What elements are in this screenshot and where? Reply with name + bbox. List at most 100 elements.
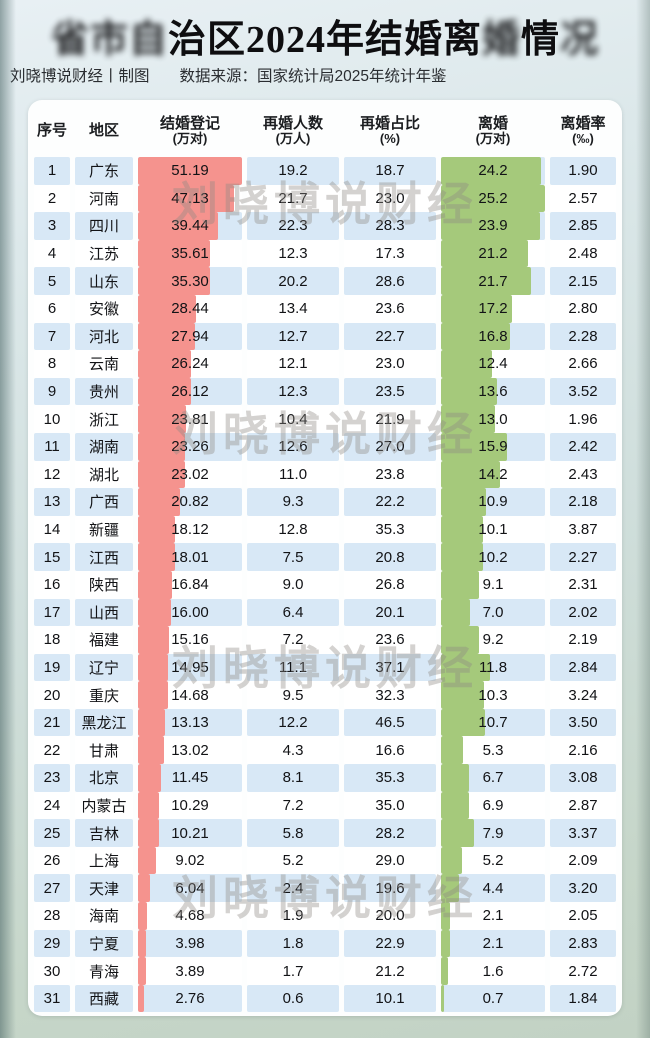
divorce-rate: 2.85 — [550, 212, 616, 240]
table-row: 22 甘肃 13.02 4.3 16.6 5.3 2.16 — [34, 736, 616, 765]
divorce: 13.0 — [441, 405, 545, 433]
divorce-rate: 2.72 — [550, 957, 616, 985]
divorce: 24.2 — [441, 157, 545, 185]
region-name: 安徽 — [75, 294, 133, 323]
table-row: 29 宁夏 3.98 1.8 22.9 2.1 2.83 — [34, 929, 616, 958]
marriage: 3.98 — [138, 929, 242, 958]
region-name: 吉林 — [75, 819, 133, 847]
region-name: 江苏 — [75, 239, 133, 268]
remarriage-count: 9.0 — [247, 570, 339, 599]
divorce: 11.8 — [441, 653, 545, 682]
remarriage-count: 12.8 — [247, 515, 339, 544]
marriage: 35.30 — [138, 267, 242, 295]
row-index: 11 — [34, 432, 70, 461]
divorce-rate: 2.83 — [550, 929, 616, 958]
row-index: 18 — [34, 626, 70, 654]
marriage: 14.68 — [138, 681, 242, 709]
divorce-rate: 3.50 — [550, 708, 616, 737]
marriage-value: 3.89 — [175, 962, 205, 980]
marriage-value: 18.12 — [171, 521, 209, 539]
divorce: 25.2 — [441, 184, 545, 213]
divorce: 9.1 — [441, 570, 545, 599]
table-row: 30 青海 3.89 1.7 21.2 1.6 2.72 — [34, 957, 616, 985]
region-name: 山西 — [75, 598, 133, 627]
divorce-value: 14.2 — [478, 465, 508, 483]
divorce-rate: 2.27 — [550, 543, 616, 571]
divorce-value: 6.7 — [482, 769, 504, 787]
remarriage-count: 1.8 — [247, 929, 339, 958]
remarriage-percent: 28.2 — [344, 819, 436, 847]
remarriage-percent: 18.7 — [344, 157, 436, 185]
marriage: 6.04 — [138, 874, 242, 903]
remarriage-percent: 20.1 — [344, 598, 436, 627]
divorce-rate: 2.05 — [550, 902, 616, 930]
remarriage-count: 1.9 — [247, 902, 339, 930]
divorce-value: 21.2 — [478, 245, 508, 263]
region-name: 广西 — [75, 488, 133, 516]
row-index: 20 — [34, 681, 70, 709]
column-header-1: 地区 — [88, 122, 119, 140]
divorce: 21.7 — [441, 267, 545, 295]
remarriage-count: 11.0 — [247, 460, 339, 489]
region-name: 海南 — [75, 902, 133, 930]
marriage: 39.44 — [138, 212, 242, 240]
remarriage-percent: 22.2 — [344, 488, 436, 516]
remarriage-percent: 23.6 — [344, 294, 436, 323]
remarriage-percent: 35.3 — [344, 764, 436, 792]
table-row: 28 海南 4.68 1.9 20.0 2.1 2.05 — [34, 902, 616, 930]
divorce-rate: 2.15 — [550, 267, 616, 295]
remarriage-count: 19.2 — [247, 157, 339, 185]
marriage: 47.13 — [138, 184, 242, 213]
remarriage-percent: 20.8 — [344, 543, 436, 571]
table-row: 14 新疆 18.12 12.8 35.3 10.1 3.87 — [34, 515, 616, 544]
divorce-value: 12.4 — [478, 355, 508, 373]
region-name: 贵州 — [75, 377, 133, 406]
marriage-value: 51.19 — [171, 162, 209, 180]
row-index: 2 — [34, 184, 70, 213]
remarriage-count: 12.1 — [247, 350, 339, 378]
remarriage-count: 12.6 — [247, 432, 339, 461]
region-name: 北京 — [75, 764, 133, 792]
data-table-card: 序号 地区 结婚登记 (万对) 再婚人数 (万人) 再婚占比 (%) 离婚 (万对) 离婚率 (‰) … — [28, 100, 622, 1016]
divorce-value: 13.6 — [478, 383, 508, 401]
table-row: 21 黑龙江 13.13 12.2 46.5 10.7 3.50 — [34, 708, 616, 737]
remarriage-percent: 26.8 — [344, 570, 436, 599]
row-index: 22 — [34, 736, 70, 765]
divorce-rate: 2.57 — [550, 184, 616, 213]
divorce: 6.9 — [441, 791, 545, 820]
divorce-value: 5.3 — [482, 741, 504, 759]
marriage: 23.26 — [138, 432, 242, 461]
divorce-rate: 2.19 — [550, 626, 616, 654]
marriage-value: 6.04 — [175, 879, 205, 897]
divorce: 10.9 — [441, 488, 545, 516]
remarriage-percent: 23.0 — [344, 350, 436, 378]
remarriage-count: 0.6 — [247, 984, 339, 1013]
remarriage-count: 9.5 — [247, 681, 339, 709]
remarriage-count: 20.2 — [247, 267, 339, 295]
region-name: 天津 — [75, 874, 133, 903]
marriage: 9.02 — [138, 846, 242, 875]
divorce-value: 10.3 — [478, 686, 508, 704]
divorce-value: 13.0 — [478, 410, 508, 428]
marriage: 18.01 — [138, 543, 242, 571]
remarriage-percent: 19.6 — [344, 874, 436, 903]
remarriage-percent: 10.1 — [344, 984, 436, 1013]
remarriage-count: 7.5 — [247, 543, 339, 571]
divorce: 14.2 — [441, 460, 545, 489]
remarriage-count: 12.2 — [247, 708, 339, 737]
table-row: 1 广东 51.19 19.2 18.7 24.2 1.90 — [34, 157, 616, 185]
divorce: 10.1 — [441, 515, 545, 544]
marriage: 51.19 — [138, 157, 242, 185]
divorce-value: 23.9 — [478, 217, 508, 235]
marriage: 16.84 — [138, 570, 242, 599]
divorce-rate: 2.02 — [550, 598, 616, 627]
divorce: 12.4 — [441, 350, 545, 378]
region-name: 辽宁 — [75, 653, 133, 682]
column-header-4: 再婚占比 (%) — [359, 114, 420, 147]
table-row: 16 陕西 16.84 9.0 26.8 9.1 2.31 — [34, 570, 616, 599]
marriage: 26.12 — [138, 377, 242, 406]
divorce-rate: 2.42 — [550, 432, 616, 461]
remarriage-percent: 23.6 — [344, 626, 436, 654]
row-index: 15 — [34, 543, 70, 571]
table-row: 3 四川 39.44 22.3 28.3 23.9 2.85 — [34, 212, 616, 240]
